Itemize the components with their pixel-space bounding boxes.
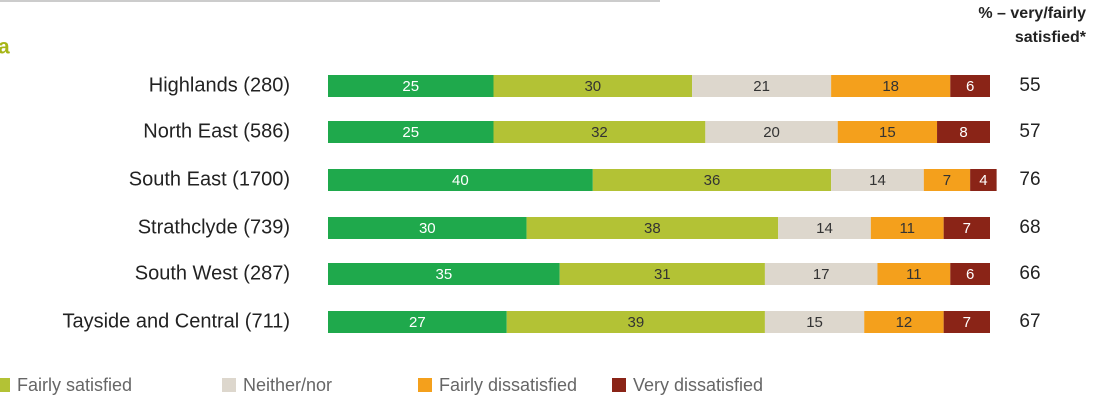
value-label: 17: [813, 266, 830, 283]
value-label: 11: [899, 220, 915, 237]
bar-segment: [592, 169, 832, 191]
bar-segment: [764, 311, 865, 333]
legend-label: Fairly dissatisfied: [439, 375, 577, 395]
value-label: 7: [943, 172, 951, 189]
bar-segment: [559, 263, 765, 285]
value-label: 30: [584, 78, 601, 95]
value-label: 8: [959, 124, 967, 141]
bar-segment: [950, 263, 990, 285]
value-label: 15: [879, 124, 896, 141]
bar-segment: [950, 75, 990, 97]
value-label: 36: [704, 172, 721, 189]
bar-segment: [328, 121, 494, 143]
bar-segment: [970, 169, 997, 191]
totals-header: % – very/fairly: [978, 5, 1086, 22]
legend-swatch: [612, 378, 626, 392]
value-label: 11: [906, 266, 922, 283]
category-label: Strathclyde (739): [138, 216, 290, 238]
bar-segment: [764, 263, 878, 285]
value-label: 18: [882, 78, 899, 95]
bar-segment: [943, 311, 990, 333]
category-label: Highlands (280): [149, 74, 290, 96]
total-label: 76: [1019, 169, 1040, 190]
bar-segment: [778, 217, 871, 239]
category-label: South East (1700): [129, 168, 290, 190]
bar-segment: [328, 169, 593, 191]
bar-segment: [328, 263, 560, 285]
bar-segment: [506, 311, 765, 333]
category-label: Tayside and Central (711): [62, 310, 290, 332]
value-label: 7: [963, 314, 971, 331]
bar-segment: [837, 121, 938, 143]
legend-swatch: [0, 378, 10, 392]
total-label: 55: [1019, 75, 1040, 96]
bar-segment: [328, 75, 494, 97]
value-label: 14: [869, 172, 886, 189]
value-label: 20: [763, 124, 780, 141]
total-label: 66: [1019, 263, 1040, 284]
value-label: 7: [963, 220, 971, 237]
category-label: South West (287): [135, 262, 290, 284]
value-label: 32: [591, 124, 608, 141]
bar-segment: [937, 121, 990, 143]
bar-segment: [870, 217, 944, 239]
bar-segment: [877, 263, 951, 285]
value-label: 15: [806, 314, 823, 331]
value-label: 25: [402, 124, 419, 141]
bar-segment: [493, 121, 706, 143]
value-label: 21: [753, 78, 770, 95]
value-label: 30: [419, 220, 436, 237]
bar-segment: [943, 217, 990, 239]
value-label: 25: [402, 78, 419, 95]
bar-segment: [328, 217, 527, 239]
legend-label: Fairly satisfied: [17, 375, 132, 395]
value-label: 38: [644, 220, 661, 237]
total-label: 68: [1019, 217, 1040, 238]
legend-label: Very dissatisfied: [633, 375, 763, 395]
legend-swatch: [222, 378, 236, 392]
value-label: 6: [966, 78, 974, 95]
category-label: North East (586): [143, 120, 290, 142]
value-label: 40: [452, 172, 469, 189]
bar-segment: [705, 121, 838, 143]
totals-header: satisfied*: [1015, 29, 1087, 46]
bar-segment: [526, 217, 779, 239]
value-label: 31: [654, 266, 671, 283]
value-label: 39: [627, 314, 644, 331]
value-label: 35: [436, 266, 453, 283]
bar-segment: [831, 75, 951, 97]
bar-segment: [692, 75, 832, 97]
bar-segment: [328, 311, 507, 333]
value-label: 27: [409, 314, 426, 331]
legend-swatch: [418, 378, 432, 392]
value-label: 14: [816, 220, 833, 237]
legend-label: Neither/nor: [243, 375, 332, 395]
bar-segment: [831, 169, 924, 191]
total-label: 57: [1019, 121, 1040, 142]
value-label: 4: [979, 172, 987, 189]
bar-segment: [493, 75, 693, 97]
value-label: 6: [966, 266, 974, 283]
total-label: 67: [1019, 311, 1040, 332]
value-label: 12: [896, 314, 913, 331]
bar-segment: [923, 169, 971, 191]
chart-title: a: [0, 36, 10, 59]
bar-segment: [864, 311, 944, 333]
